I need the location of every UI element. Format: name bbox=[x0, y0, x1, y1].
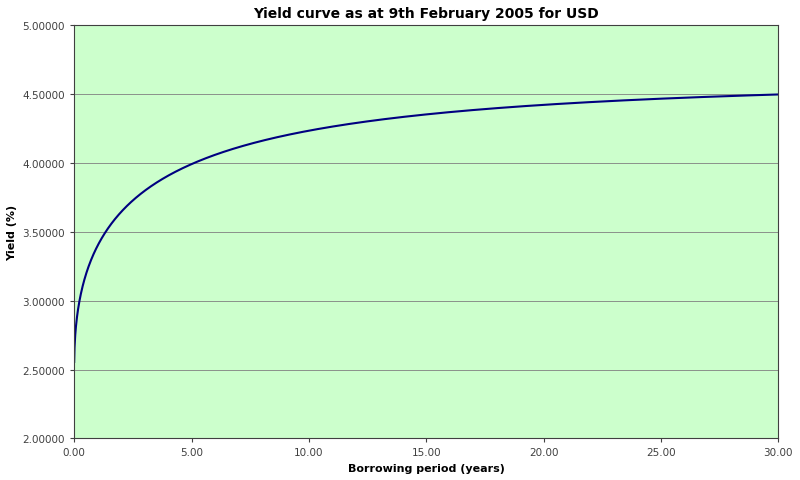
Title: Yield curve as at 9th February 2005 for USD: Yield curve as at 9th February 2005 for … bbox=[254, 7, 599, 21]
X-axis label: Borrowing period (years): Borrowing period (years) bbox=[348, 463, 505, 473]
Y-axis label: Yield (%): Yield (%) bbox=[7, 204, 17, 260]
